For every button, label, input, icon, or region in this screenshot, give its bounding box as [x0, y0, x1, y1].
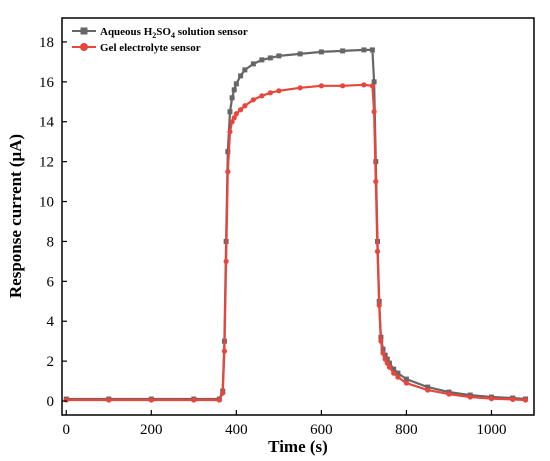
y-tick-label: 8 — [47, 234, 55, 250]
data-point-gel — [369, 83, 376, 89]
data-point-aqueous — [242, 67, 248, 73]
data-point-gel — [361, 82, 367, 88]
data-point-aqueous — [391, 366, 397, 372]
x-tick-label: 400 — [225, 422, 248, 438]
data-point-aqueous — [369, 47, 375, 53]
data-point-gel — [391, 370, 397, 376]
data-point-gel — [221, 348, 228, 354]
data-point-aqueous — [382, 352, 388, 358]
data-point-gel — [376, 302, 382, 308]
y-tick-label: 4 — [47, 314, 55, 330]
data-point-aqueous — [403, 376, 409, 382]
data-point-gel — [403, 380, 410, 386]
data-point-gel — [318, 83, 324, 89]
data-point-gel — [237, 107, 244, 113]
data-point-gel — [340, 83, 346, 89]
data-point-gel — [242, 103, 248, 109]
data-point-gel — [371, 109, 377, 115]
data-point-gel — [374, 248, 381, 255]
data-point-gel — [380, 350, 386, 356]
data-point-aqueous — [231, 87, 237, 93]
data-point-gel — [216, 397, 222, 403]
data-point-gel — [467, 394, 473, 400]
x-tick-label: 1000 — [476, 422, 506, 438]
series-line-gel — [66, 83, 526, 402]
x-tick-label: 600 — [310, 422, 333, 438]
data-point-gel — [488, 396, 495, 402]
data-point-gel — [297, 85, 303, 91]
data-point-aqueous — [425, 384, 431, 390]
series-line-aqueous — [66, 48, 526, 401]
data-point-gel — [106, 397, 112, 403]
y-tick-label: 16 — [39, 75, 55, 91]
data-point-gel — [231, 115, 237, 121]
data-point-aqueous — [238, 73, 244, 79]
data-point-aqueous — [276, 53, 282, 59]
data-point-gel — [510, 396, 516, 403]
data-point-gel — [425, 387, 431, 393]
data-point-gel — [267, 90, 273, 96]
y-tick-label: 0 — [47, 394, 55, 410]
plot-frame — [61, 17, 535, 416]
y-tick-label: 10 — [39, 195, 54, 211]
data-point-aqueous — [361, 47, 367, 53]
x-axis-title: Time (s) — [268, 437, 328, 456]
data-point-gel — [191, 397, 197, 403]
data-point-gel — [386, 364, 393, 370]
data-point-gel — [276, 88, 282, 94]
data-point-gel — [229, 119, 235, 125]
data-point-gel — [384, 360, 390, 366]
legend-swatch-marker-gel — [80, 43, 88, 51]
data-point-gel — [223, 258, 229, 264]
legend-label-aqueous: Aqueous H2SO4 solution sensor — [100, 26, 248, 40]
y-tick-label: 14 — [39, 115, 55, 131]
data-point-aqueous — [371, 79, 377, 85]
legend-swatch-marker-aqueous — [80, 27, 88, 35]
data-point-gel — [220, 390, 226, 396]
data-point-aqueous — [250, 61, 256, 67]
data-point-aqueous — [297, 51, 303, 57]
data-point-gel — [227, 129, 233, 135]
x-tick-label: 0 — [63, 422, 71, 438]
data-point-gel — [378, 338, 384, 344]
y-tick-label: 2 — [47, 354, 55, 370]
legend-label-gel: Gel electrolyte sensor — [100, 42, 201, 54]
data-point-aqueous — [395, 370, 401, 376]
y-axis-title: Response current (μA) — [6, 134, 25, 298]
y-tick-label: 6 — [47, 274, 55, 290]
y-tick-label: 12 — [39, 155, 54, 171]
data-point-aqueous — [340, 48, 346, 54]
data-point-gel — [446, 391, 452, 397]
data-point-gel — [63, 397, 69, 403]
legend: Aqueous H2SO4 solution sensor Gel electr… — [72, 26, 248, 54]
data-point-aqueous — [233, 81, 239, 87]
data-point-gel — [373, 178, 379, 185]
data-point-gel — [522, 397, 529, 403]
data-point-aqueous — [318, 49, 324, 55]
x-tick-label: 800 — [395, 422, 418, 438]
data-point-gel — [259, 93, 265, 99]
ticks-layer: 0 200 400 600 800 1000 0 2 4 6 8 10 12 14 16 18 — [39, 35, 506, 438]
data-point-gel — [382, 356, 388, 362]
data-point-gel — [148, 397, 154, 403]
data-point-gel — [225, 169, 231, 175]
series-layer — [63, 47, 529, 403]
y-tick-label: 18 — [39, 35, 54, 51]
x-tick-label: 200 — [140, 422, 163, 438]
data-point-gel — [395, 374, 401, 380]
data-point-aqueous — [267, 55, 273, 61]
data-point-aqueous — [229, 95, 235, 101]
data-point-aqueous — [227, 109, 233, 115]
data-point-gel — [233, 111, 239, 117]
data-point-gel — [250, 97, 256, 103]
data-point-aqueous — [259, 57, 265, 63]
